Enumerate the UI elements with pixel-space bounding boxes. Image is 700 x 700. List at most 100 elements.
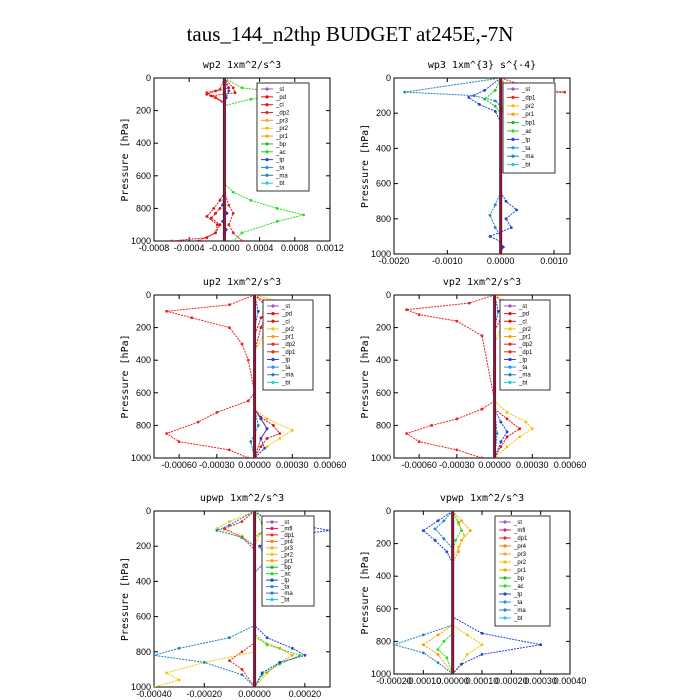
data-point bbox=[501, 245, 505, 249]
legend-label: _bt bbox=[521, 163, 531, 169]
y-tick-label: 1000 bbox=[131, 453, 151, 463]
y-tick-label: 600 bbox=[376, 604, 391, 614]
data-point bbox=[442, 537, 446, 541]
data-point bbox=[495, 432, 499, 435]
data-point bbox=[460, 529, 463, 532]
data-point bbox=[493, 88, 497, 92]
data-point bbox=[265, 437, 269, 440]
data-point bbox=[227, 223, 231, 227]
data-point bbox=[212, 207, 216, 210]
data-point bbox=[505, 411, 509, 414]
data-point bbox=[177, 646, 181, 650]
y-tick-label: 1000 bbox=[371, 453, 391, 463]
data-point bbox=[231, 211, 235, 215]
panel-title: wp3 1xm^{3} s^{-4} bbox=[428, 60, 536, 71]
panel-5: upwp 1xm^2/s^3 Pressure [hPa] 0 200 400 600 80… bbox=[120, 493, 331, 699]
legend-label: _ta bbox=[521, 146, 531, 152]
legend: _st _pd_cl _pr2 _pr1_dp2 _dp1_tp _ta _ma_bt bbox=[262, 299, 314, 391]
legend-marker bbox=[511, 95, 515, 99]
x-tick-label: 0.00030 bbox=[516, 460, 549, 470]
x-tick-label: -0.00060 bbox=[161, 460, 197, 470]
x-tick-label: 0.00030 bbox=[524, 676, 557, 686]
data-point bbox=[480, 334, 484, 338]
data-point bbox=[436, 661, 440, 664]
legend-marker bbox=[265, 118, 269, 122]
data-point bbox=[249, 97, 253, 101]
data-point bbox=[265, 445, 269, 448]
legend-marker bbox=[265, 158, 269, 162]
data-point bbox=[228, 326, 231, 329]
legend-marker bbox=[503, 520, 507, 524]
legend-label: _pr2 bbox=[518, 327, 532, 333]
data-point bbox=[259, 316, 263, 320]
data-point bbox=[433, 538, 437, 542]
legend-label: _tp bbox=[281, 357, 291, 363]
data-point bbox=[480, 643, 484, 647]
data-point bbox=[228, 448, 231, 452]
legend-marker bbox=[270, 565, 274, 569]
x-tick-label: 0.0010 bbox=[540, 256, 568, 266]
data-point bbox=[227, 89, 231, 93]
data-point bbox=[457, 521, 460, 524]
legend-marker bbox=[270, 572, 274, 576]
data-point bbox=[165, 671, 169, 675]
legend-label: _bt bbox=[280, 598, 290, 604]
legend-label: _dp2 bbox=[281, 342, 296, 348]
data-point bbox=[259, 326, 263, 329]
data-point bbox=[259, 417, 263, 421]
x-tick-label: -0.00060 bbox=[401, 460, 437, 470]
legend-marker bbox=[508, 357, 512, 362]
legend-marker bbox=[508, 327, 512, 331]
data-point bbox=[218, 207, 222, 210]
legend-marker bbox=[270, 559, 274, 563]
y-tick-label: 1000 bbox=[131, 682, 151, 692]
legend-marker bbox=[265, 181, 269, 185]
data-point bbox=[278, 437, 282, 440]
data-point bbox=[215, 411, 219, 414]
x-tick-label: 0.00010 bbox=[466, 676, 499, 686]
y-axis-label: Pressure [hPa] bbox=[120, 117, 131, 201]
legend-label: _dp2 bbox=[518, 342, 533, 348]
legend-marker bbox=[271, 365, 275, 369]
data-point bbox=[455, 448, 459, 452]
legend-marker bbox=[511, 137, 515, 141]
legend-label: _tp bbox=[518, 357, 528, 363]
data-point bbox=[278, 432, 282, 435]
data-point bbox=[328, 529, 330, 532]
data-point bbox=[240, 239, 244, 241]
data-point bbox=[302, 213, 305, 217]
x-tick-label: 0.00000 bbox=[238, 460, 271, 470]
data-point bbox=[231, 86, 235, 90]
data-point bbox=[483, 88, 487, 92]
data-point bbox=[233, 91, 237, 95]
legend-marker bbox=[508, 304, 512, 308]
legend-marker bbox=[511, 129, 515, 133]
data-point bbox=[460, 519, 463, 523]
legend-marker bbox=[265, 134, 269, 138]
panels-group: wp2 1xm^2/s^3 Pressure [hPa] 0 200 400 600 800… bbox=[120, 60, 586, 699]
data-point bbox=[256, 309, 260, 313]
data-point bbox=[493, 226, 497, 230]
data-point bbox=[445, 656, 449, 660]
legend-label: _dp1 bbox=[280, 533, 295, 539]
data-point bbox=[218, 223, 222, 227]
data-point bbox=[215, 529, 219, 532]
data-point bbox=[196, 420, 200, 424]
legend-marker bbox=[265, 142, 269, 146]
y-tick-label: 200 bbox=[376, 539, 391, 549]
y-tick-label: 0 bbox=[386, 290, 391, 300]
data-point bbox=[467, 96, 471, 99]
data-point bbox=[394, 643, 396, 647]
legend-marker bbox=[270, 546, 274, 550]
data-point bbox=[493, 203, 497, 207]
legend-label: _bp bbox=[275, 142, 287, 148]
legend-marker bbox=[511, 163, 515, 167]
x-tick-label: 0.0000 bbox=[487, 256, 515, 266]
panel-title: up2 1xm^2/s^3 bbox=[203, 277, 281, 288]
panel-2: wp3 1xm^{3} s^{-4} Pressure [hPa] 0 200 400 6… bbox=[360, 60, 571, 266]
x-tick-label: 0.00000 bbox=[436, 676, 469, 686]
legend-label: _pr2 bbox=[275, 126, 289, 132]
data-point bbox=[505, 445, 509, 448]
legend-label: _cl bbox=[518, 319, 527, 325]
legend-label: _dp1 bbox=[281, 350, 296, 356]
